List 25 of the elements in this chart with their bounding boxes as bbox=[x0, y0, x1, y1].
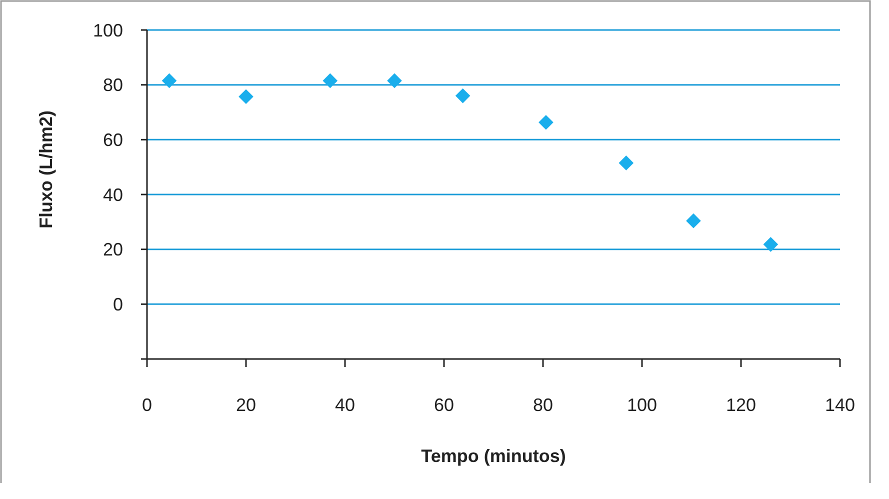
y-tick-label: 40 bbox=[102, 184, 123, 205]
point bbox=[322, 73, 338, 88]
x-tick-label: 120 bbox=[726, 395, 756, 415]
x-axis-title: Tempo (minutos) bbox=[421, 446, 566, 466]
y-tick-label: 80 bbox=[102, 75, 123, 96]
y-tick-label: 60 bbox=[102, 130, 123, 150]
point bbox=[162, 73, 177, 88]
x-tick-label: 100 bbox=[626, 395, 658, 415]
point bbox=[455, 88, 470, 104]
y-tick-label: 0 bbox=[112, 294, 123, 314]
point bbox=[238, 89, 254, 104]
y-tick-label: 20 bbox=[102, 240, 123, 260]
x-tick-label: 140 bbox=[824, 395, 856, 415]
point bbox=[686, 213, 701, 228]
y-axis-title: Fluxo (L/hm2) bbox=[36, 110, 56, 228]
x-tick-label: 60 bbox=[434, 395, 454, 415]
y-tick-label: 100 bbox=[92, 20, 123, 40]
x-tick-label: 40 bbox=[334, 395, 356, 415]
point bbox=[618, 156, 634, 170]
x-tick-label: 80 bbox=[532, 395, 554, 415]
point bbox=[763, 236, 778, 252]
point bbox=[387, 73, 402, 88]
point bbox=[538, 114, 554, 130]
x-tick-label: 0 bbox=[142, 395, 152, 415]
x-tick-label: 20 bbox=[236, 395, 256, 415]
